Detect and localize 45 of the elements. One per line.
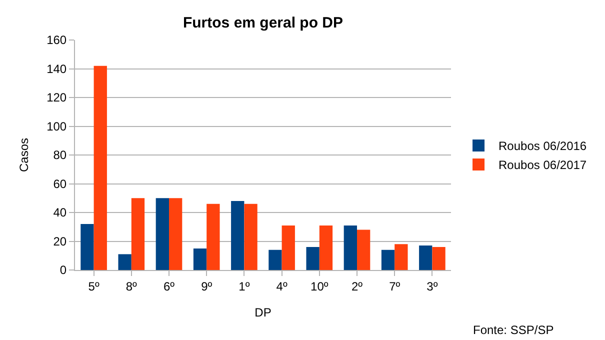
y-tick-label: 0: [60, 263, 67, 278]
x-tick-label: 10º: [310, 279, 329, 294]
x-tick-label: 4º: [276, 279, 288, 294]
bar: [94, 66, 107, 270]
y-axis-title: Casos: [16, 138, 31, 172]
x-axis-title: DP: [254, 305, 272, 320]
bar: [344, 225, 357, 270]
bar: [419, 246, 432, 270]
bar: [206, 204, 220, 270]
x-tick-label: 6º: [163, 279, 176, 294]
bar: [131, 198, 145, 270]
bar: [319, 225, 333, 270]
y-tick-label: 140: [46, 62, 67, 76]
x-tick-label: 5º: [88, 279, 100, 294]
bar: [357, 230, 370, 270]
bar: [268, 250, 282, 270]
bar: [282, 225, 295, 270]
bar: [231, 201, 244, 270]
x-tick-label: 1º: [238, 279, 250, 294]
y-tick-label: 100: [46, 119, 67, 134]
legend-label: Roubos 06/2016: [498, 139, 587, 154]
y-tick-label: 40: [53, 206, 67, 220]
source-note: Fonte: SSP/SP: [473, 323, 554, 337]
y-tick-label: 160: [46, 33, 67, 48]
x-tick-label: 9º: [201, 279, 213, 294]
y-tick-label: 120: [46, 90, 67, 105]
bar: [156, 198, 169, 270]
bar: [381, 250, 395, 270]
bar: [306, 247, 320, 270]
y-tick-label: 20: [53, 234, 67, 248]
x-tick-label: 7º: [389, 279, 401, 294]
y-tick-label: 60: [53, 176, 67, 191]
y-tick-label: 80: [53, 148, 67, 162]
x-tick-label: 3º: [426, 279, 438, 294]
x-tick-label: 8º: [126, 279, 138, 294]
bar: [394, 244, 408, 270]
bar: [80, 224, 94, 270]
legend-label: Roubos 06/2017: [498, 158, 587, 172]
bar: [193, 248, 207, 270]
chart-title: Furtos em geral po DP: [182, 14, 344, 32]
bar: [169, 198, 182, 270]
bar: [118, 254, 132, 270]
bar: [244, 204, 258, 270]
bar: [432, 247, 446, 270]
x-tick-label: 2º: [351, 279, 364, 294]
